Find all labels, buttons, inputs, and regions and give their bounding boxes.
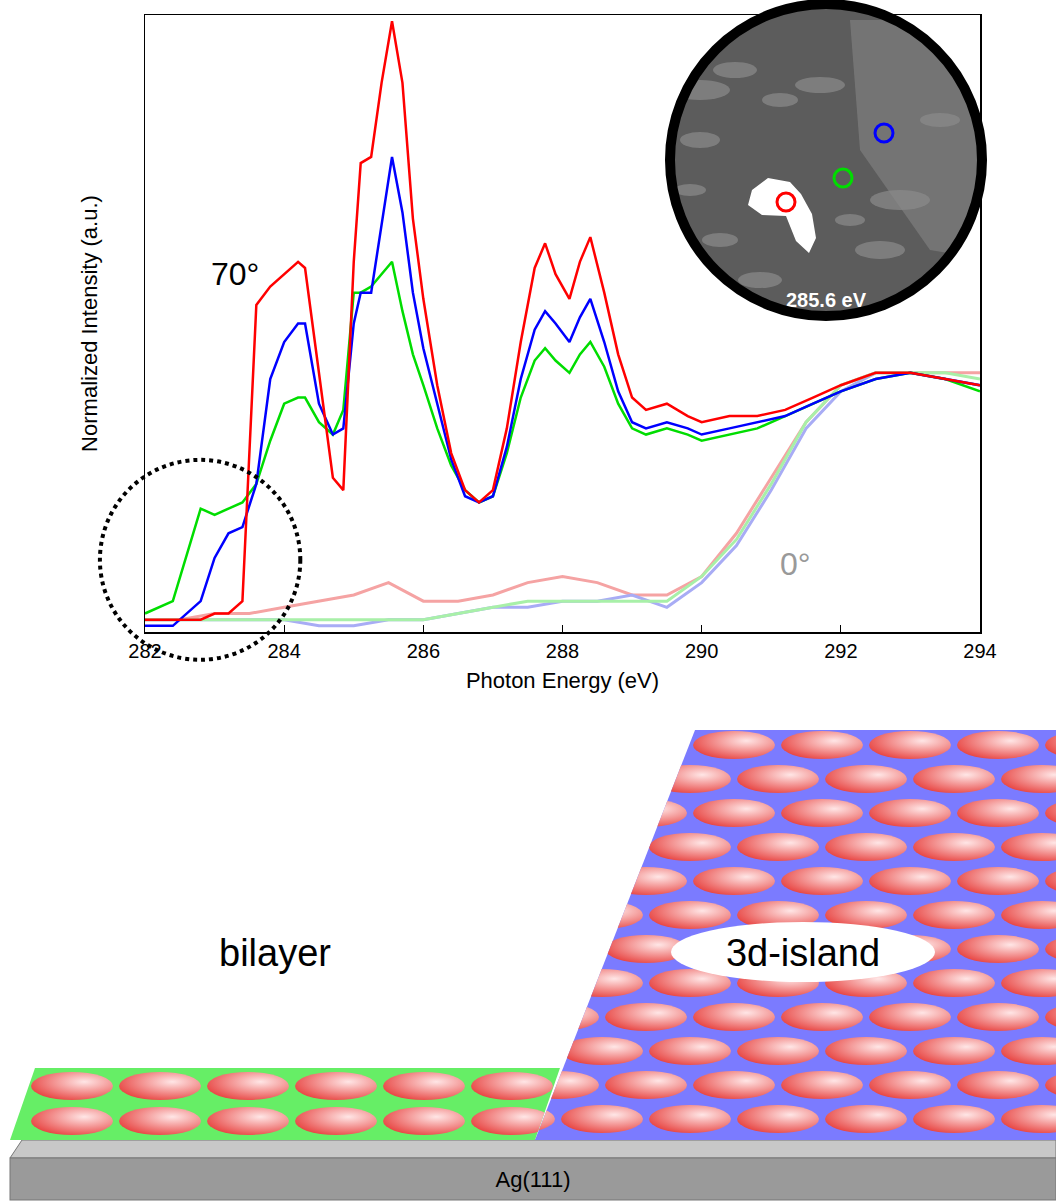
svg-text:Normalized Intensity (a.u.): Normalized Intensity (a.u.)	[77, 195, 102, 452]
svg-text:285.6 eV: 285.6 eV	[786, 289, 867, 311]
svg-text:294: 294	[963, 640, 996, 662]
svg-text:bilayer: bilayer	[219, 932, 331, 974]
svg-text:0°: 0°	[780, 546, 811, 582]
svg-text:284: 284	[267, 640, 300, 662]
svg-text:282: 282	[128, 640, 161, 662]
svg-text:Photon Energy (eV): Photon Energy (eV)	[466, 668, 659, 693]
svg-text:70°: 70°	[211, 256, 259, 292]
svg-text:288: 288	[546, 640, 579, 662]
svg-text:292: 292	[824, 640, 857, 662]
svg-text:290: 290	[685, 640, 718, 662]
svg-text:3d-island: 3d-island	[726, 932, 880, 974]
svg-text:Ag(111): Ag(111)	[495, 1167, 570, 1192]
svg-text:286: 286	[407, 640, 440, 662]
